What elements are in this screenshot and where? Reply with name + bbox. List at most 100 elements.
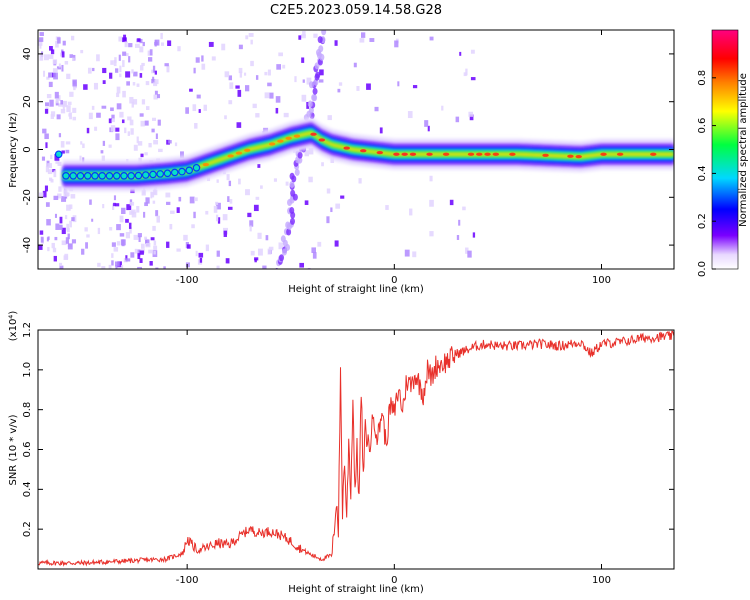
spectrogram-ridge-blob bbox=[170, 168, 179, 177]
spectrogram-speckle bbox=[267, 248, 272, 255]
spectrogram-speckle bbox=[427, 125, 430, 132]
spectrogram-speckle bbox=[119, 111, 124, 118]
spectrogram-speckle bbox=[153, 245, 158, 252]
spectrogram-speckle bbox=[463, 72, 467, 77]
spectrogram-speckle bbox=[145, 197, 150, 204]
spectrogram-speckle bbox=[130, 252, 135, 258]
spectrogram-speckle bbox=[72, 57, 75, 62]
spectrogram-speckle bbox=[166, 139, 170, 145]
spectrogram-speckle bbox=[157, 119, 161, 126]
spectrogram-speckle bbox=[308, 147, 314, 155]
spectrogram-speckle bbox=[168, 140, 172, 144]
spectrogram-speckle bbox=[227, 206, 233, 210]
spectrogram-speckle bbox=[153, 240, 157, 246]
spectrogram-speckle bbox=[304, 200, 309, 205]
spectrogram-speckle bbox=[379, 127, 383, 134]
spectrogram-speckle bbox=[69, 91, 74, 97]
spectrogram-speckle bbox=[53, 195, 59, 201]
spectrogram-speckle bbox=[185, 262, 190, 268]
snr-ytick-label: 1.2 bbox=[22, 322, 33, 338]
spectrogram-panel: -100 0 100 -40 -20 0 20 40 Height of straight l… bbox=[8, 29, 675, 295]
spectrogram-speckle bbox=[338, 82, 343, 86]
spectrogram-speckle bbox=[152, 76, 155, 81]
spectrogram-speckle bbox=[153, 82, 158, 87]
spectrogram-speckle bbox=[229, 82, 234, 89]
spectrogram-speckle bbox=[429, 36, 434, 41]
spectrogram-speckle bbox=[195, 250, 198, 257]
spectrogram-speckle bbox=[326, 216, 330, 224]
spectrogram-speckle bbox=[150, 191, 153, 199]
spectrogram-speckle bbox=[111, 114, 115, 120]
spectrogram-ridge-peak bbox=[268, 142, 276, 146]
spectrogram-speckle bbox=[148, 249, 154, 254]
spectrogram-speckle bbox=[144, 236, 147, 240]
spectrogram-speckle bbox=[299, 262, 305, 268]
spectrogram-speckle bbox=[465, 247, 469, 254]
spectrogram-speckle bbox=[115, 127, 120, 132]
spectrogram-speckle bbox=[160, 42, 165, 46]
spectrogram-speckle bbox=[248, 33, 254, 37]
spectrogram-speckle bbox=[108, 264, 112, 269]
spectrogram-speckle bbox=[215, 214, 219, 222]
spectrogram-speckle bbox=[264, 71, 268, 76]
spectrogram-speckle bbox=[317, 241, 322, 247]
colorbar-tick-label: 0.8 bbox=[697, 70, 708, 86]
spectrogram-speckle bbox=[52, 247, 57, 253]
spectrogram-speckle bbox=[215, 201, 219, 205]
spectrogram-speckle bbox=[260, 185, 263, 189]
spectrogram-speckle bbox=[138, 235, 141, 243]
spectrogram-speckle bbox=[155, 267, 159, 269]
spectrogram-speckle bbox=[130, 209, 136, 214]
spectrogram-speckle bbox=[121, 119, 125, 124]
snr-ytick-label: 0.4 bbox=[22, 481, 33, 497]
spectrogram-speckle bbox=[58, 186, 62, 192]
spectrogram-speckle bbox=[222, 214, 228, 221]
spectrogram-speckle bbox=[66, 105, 71, 113]
spectrogram-speckle bbox=[409, 208, 413, 216]
spectrogram-speckle bbox=[250, 250, 255, 256]
spectrogram-speckle bbox=[153, 94, 158, 100]
spectrogram-speckle bbox=[199, 257, 203, 263]
spectrogram-speckle bbox=[269, 92, 274, 99]
spectrogram-speckle bbox=[55, 158, 60, 164]
snr-ylabel: SNR (10 * v/v) bbox=[8, 414, 19, 485]
spectrogram-speckle bbox=[53, 255, 57, 262]
spectrogram-speckle bbox=[205, 244, 209, 252]
spectrogram-speckle bbox=[169, 223, 173, 230]
spectrogram-speckle bbox=[86, 127, 90, 134]
spectrogram-speckle bbox=[45, 202, 50, 207]
spectrogram-speckle bbox=[152, 200, 156, 204]
spectrogram-speckle bbox=[122, 51, 127, 56]
spectrogram-speckle bbox=[238, 178, 241, 185]
spectrogram-speckle bbox=[125, 53, 129, 57]
spectrogram-speckle bbox=[109, 72, 113, 79]
spectrogram-speckle bbox=[57, 161, 62, 166]
spectrogram-speckle bbox=[150, 237, 155, 241]
spectrogram-speckle bbox=[66, 223, 70, 231]
spectrogram-speckle bbox=[50, 154, 53, 160]
spectrogram-speckle bbox=[46, 94, 52, 99]
spectrogram-streak-point bbox=[286, 228, 292, 236]
spectrogram-speckle bbox=[139, 258, 143, 263]
spectrogram-speckle bbox=[278, 52, 283, 57]
spectrogram-ridge-peak bbox=[285, 136, 292, 140]
spectrogram-speckle bbox=[228, 100, 233, 105]
spectrogram-speckle bbox=[264, 92, 270, 99]
spectrogram-speckle bbox=[196, 94, 201, 99]
spectrogram-speckle bbox=[91, 218, 94, 222]
spectrogram-speckle bbox=[65, 192, 69, 197]
spectrogram-speckle bbox=[236, 122, 242, 128]
spectrogram-speckle bbox=[38, 244, 43, 250]
spectrogram-ridge-peak bbox=[426, 152, 433, 156]
spectrogram-speckle bbox=[327, 115, 332, 121]
spectrogram-speckle bbox=[249, 225, 252, 232]
spectrogram-speckle bbox=[125, 232, 131, 239]
spectrogram-speckle bbox=[201, 55, 204, 62]
spectrogram-speckle bbox=[137, 249, 141, 257]
spectrogram-speckle bbox=[61, 150, 65, 154]
spectrogram-speckle bbox=[276, 64, 282, 70]
spectrogram-speckle bbox=[62, 40, 66, 46]
spectrogram-speckle bbox=[115, 265, 118, 269]
spectrogram-speckle bbox=[133, 234, 139, 240]
spectrogram-ridge-peak bbox=[244, 148, 251, 152]
